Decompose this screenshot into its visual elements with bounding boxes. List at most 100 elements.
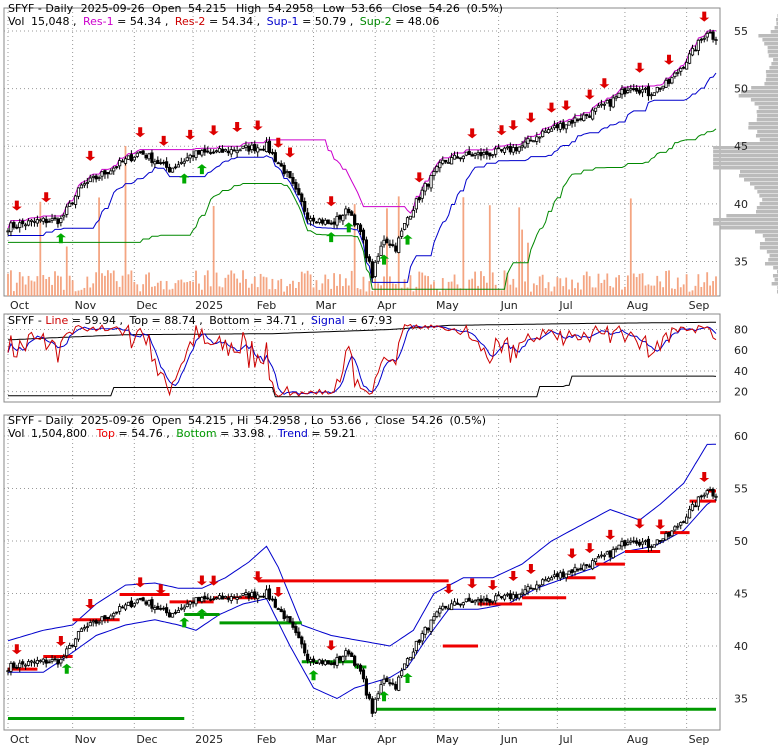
- candle-body: [370, 261, 374, 279]
- volume-profile-bar: [762, 198, 778, 202]
- candle-body: [253, 591, 257, 599]
- candle-body: [217, 148, 222, 153]
- candle-body: [382, 239, 386, 246]
- candle-body: [388, 682, 392, 685]
- res2-eq: =: [209, 15, 222, 28]
- sell-arrow: [185, 129, 196, 140]
- sell-arrow: [605, 529, 616, 540]
- candle-body: [473, 600, 477, 603]
- volume-bar: [274, 289, 277, 296]
- candle-body: [708, 489, 712, 491]
- candle-body: [705, 32, 709, 38]
- candle-body: [567, 121, 571, 126]
- volume-bar: [200, 289, 203, 296]
- candle-body: [426, 184, 430, 187]
- candle-body: [635, 540, 639, 544]
- volume-profile-bar: [748, 126, 778, 130]
- volume-bar: [312, 287, 315, 296]
- candle-body: [326, 219, 330, 224]
- price-header-line2: Vol 15,048 , Res-1 = 54.34 , Res-2 = 54.…: [8, 15, 439, 28]
- candle-body: [673, 526, 677, 531]
- volume-bar: [262, 276, 265, 296]
- candle-body: [538, 584, 542, 587]
- x-tick-label: Dec: [136, 299, 157, 312]
- volume-bar: [77, 290, 80, 296]
- candle-body: [179, 162, 183, 164]
- volume-bar: [156, 282, 159, 296]
- candle-body: [167, 166, 172, 173]
- volume-bar: [524, 281, 526, 296]
- sell-arrow: [508, 570, 519, 581]
- candle-body: [344, 208, 348, 216]
- candle-body: [447, 162, 451, 164]
- candle-body: [664, 79, 668, 88]
- candle-body: [350, 211, 354, 216]
- sell-arrow: [208, 125, 219, 136]
- candle-body: [256, 594, 260, 600]
- y-tick-label: 55: [734, 483, 748, 496]
- volume-profile-bar: [739, 174, 778, 178]
- volume-bar: [673, 288, 676, 296]
- candle-body: [18, 222, 22, 228]
- volume-profile-bar: [766, 74, 778, 78]
- volume-bar: [353, 204, 356, 296]
- candle-body: [294, 626, 298, 634]
- price-low: 53.66: [351, 2, 383, 15]
- candle-body: [138, 598, 142, 600]
- candle-body: [329, 663, 333, 665]
- candle-body: [194, 150, 198, 158]
- candle-body: [50, 659, 54, 662]
- candle-body: [420, 633, 424, 642]
- volume-bar: [218, 286, 221, 296]
- volume-profile-bar: [713, 146, 778, 150]
- candle-body: [367, 693, 371, 699]
- volume-bar: [239, 282, 241, 296]
- candle-body: [370, 698, 374, 714]
- volume-bar: [632, 273, 635, 296]
- candle-body: [408, 215, 413, 220]
- sell-arrow: [467, 578, 478, 589]
- candle-body: [558, 572, 562, 579]
- volume-bar: [483, 276, 485, 296]
- volume-profile-bar: [713, 218, 778, 222]
- res1-value: 54.34: [130, 15, 162, 28]
- price-panel: 35 40 45 50 55 Oct Nov Dec 2025 Feb Mar Apr May Jun J…: [3, 2, 778, 312]
- volume-bar: [491, 272, 494, 296]
- candle-body: [623, 540, 627, 547]
- candle-body: [667, 78, 671, 84]
- x-tick-label: Jun: [500, 733, 518, 745]
- candle-body: [617, 92, 621, 98]
- candle-body: [358, 224, 363, 232]
- candle-body: [661, 538, 665, 541]
- candle-body: [561, 122, 565, 129]
- volume-bar: [465, 289, 468, 296]
- candle-body: [629, 540, 633, 543]
- volume-bar: [444, 289, 447, 296]
- stoch-eq1: =: [72, 314, 85, 327]
- x-tick-label: Jun: [500, 299, 518, 312]
- candle-body: [593, 107, 598, 112]
- candle-body: [308, 659, 313, 662]
- candle-body: [693, 49, 698, 52]
- candle-body: [241, 145, 245, 149]
- x-tick-label: Dec: [136, 733, 157, 745]
- volume-bar: [594, 287, 597, 296]
- price-change: (0.5%): [466, 2, 503, 15]
- volume-bar: [565, 277, 568, 296]
- candle-body: [670, 530, 674, 537]
- candle-body: [640, 89, 645, 93]
- price-x-ticks: Oct Nov Dec 2025 Feb Mar Apr May Jun Jul Aug Sep: [10, 299, 709, 312]
- candle-body: [188, 601, 192, 605]
- candle-body: [376, 255, 380, 262]
- volume-bar: [265, 277, 268, 296]
- volume-bar: [153, 286, 156, 296]
- candle-body: [282, 610, 286, 620]
- candle-body: [476, 152, 480, 155]
- candle-body: [88, 622, 92, 627]
- candle-body: [323, 219, 327, 225]
- y-tick-label: 45: [734, 140, 748, 153]
- buy-arrow: [379, 254, 390, 265]
- candle-body: [353, 214, 357, 226]
- price-period: Daily: [45, 2, 73, 15]
- candle-body: [596, 556, 601, 559]
